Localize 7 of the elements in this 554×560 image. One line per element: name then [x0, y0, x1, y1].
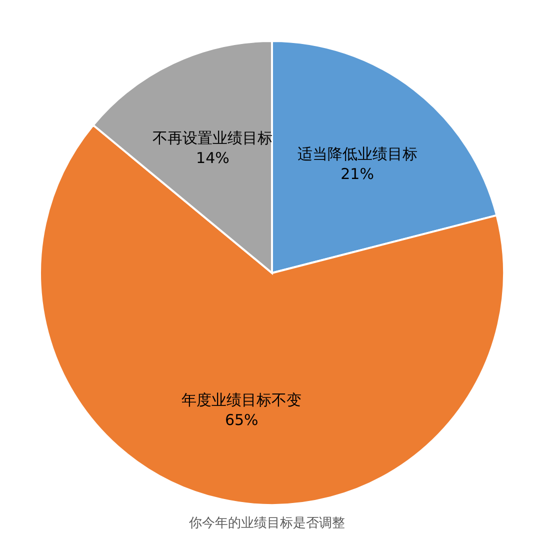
- slice-label: 不再设置业绩目标: [152, 129, 273, 148]
- slice-label: 适当降低业绩目标: [297, 145, 418, 164]
- text: 你今年的业绩目标是否调整: [188, 515, 346, 532]
- data-label: 14%: [196, 149, 230, 168]
- data-label: 21%: [340, 165, 374, 184]
- data-label: 65%: [224, 410, 258, 429]
- slice-label: 年度业绩目标不变: [182, 390, 302, 409]
